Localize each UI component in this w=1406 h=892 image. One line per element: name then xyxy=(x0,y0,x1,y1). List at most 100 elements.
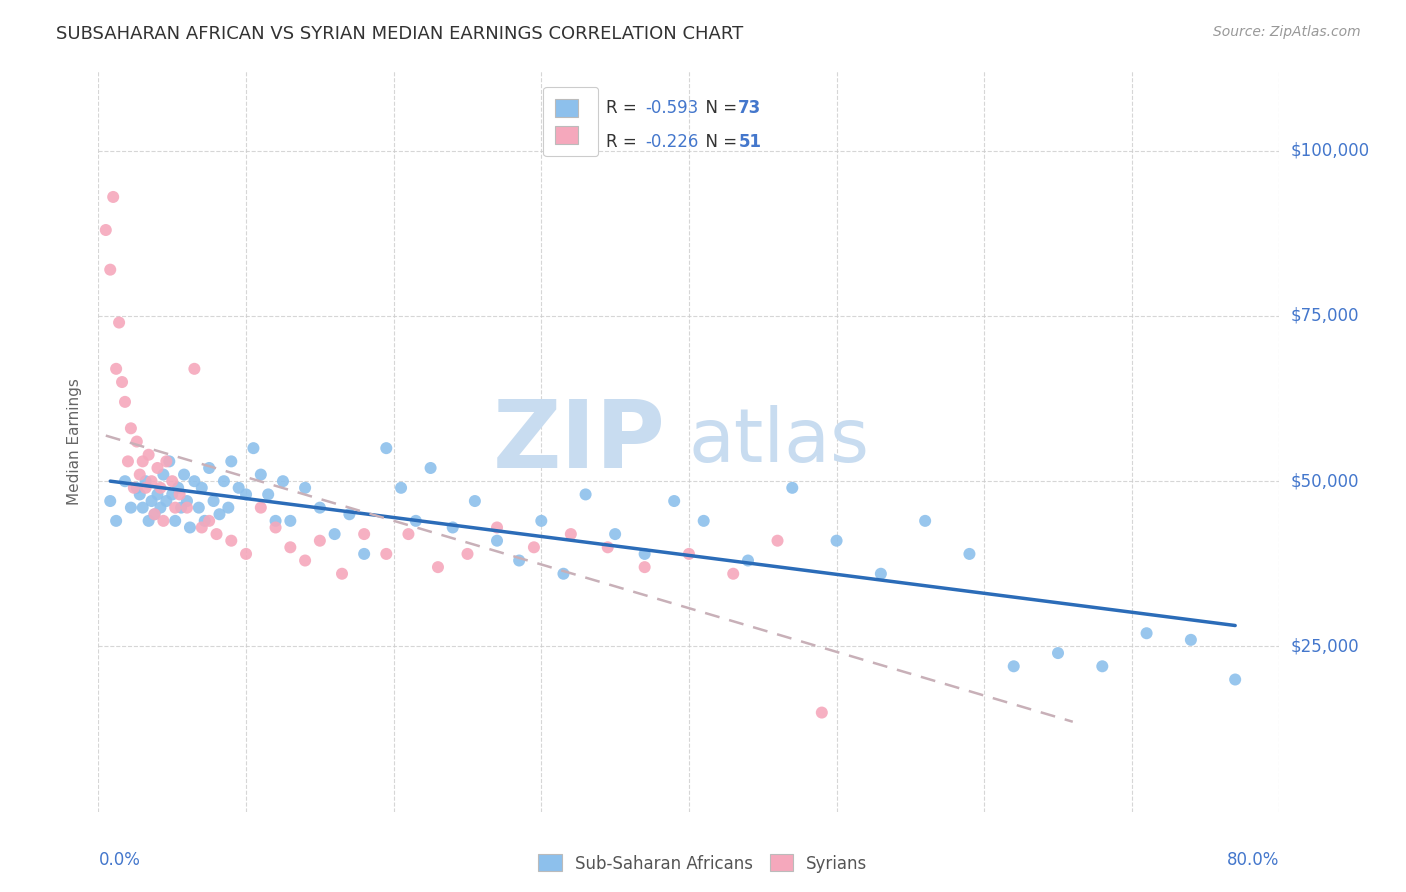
Point xyxy=(693,514,716,528)
Point xyxy=(202,494,225,508)
Point xyxy=(128,467,150,482)
Point xyxy=(187,500,209,515)
Point xyxy=(309,500,332,515)
Point xyxy=(575,487,598,501)
Point xyxy=(132,454,155,468)
Point xyxy=(152,467,174,482)
Point xyxy=(486,520,509,534)
Point xyxy=(405,514,427,528)
Point xyxy=(257,487,280,501)
Point xyxy=(141,494,163,508)
Point xyxy=(114,474,136,488)
Point xyxy=(678,547,700,561)
Point xyxy=(111,375,134,389)
Point xyxy=(122,481,145,495)
Point xyxy=(198,461,221,475)
Point xyxy=(146,487,169,501)
Point xyxy=(135,474,157,488)
Point xyxy=(165,514,187,528)
Text: $75,000: $75,000 xyxy=(1291,307,1360,325)
Text: 73: 73 xyxy=(738,99,762,117)
Point xyxy=(191,481,214,495)
Point xyxy=(125,434,148,449)
Point xyxy=(170,500,193,515)
Point xyxy=(1180,632,1202,647)
Point xyxy=(191,520,214,534)
Point xyxy=(353,547,375,561)
Point xyxy=(173,467,195,482)
Point xyxy=(375,441,398,455)
Point xyxy=(221,533,243,548)
Point xyxy=(1225,673,1247,687)
Text: -0.226: -0.226 xyxy=(645,133,699,151)
Point xyxy=(194,514,217,528)
Point xyxy=(264,520,287,534)
Point xyxy=(353,527,375,541)
Point xyxy=(1002,659,1025,673)
Point xyxy=(228,481,250,495)
Point xyxy=(441,520,464,534)
Point xyxy=(212,474,235,488)
Point xyxy=(132,500,155,515)
Point xyxy=(530,514,553,528)
Point xyxy=(169,487,191,501)
Point xyxy=(155,454,177,468)
Point xyxy=(1046,646,1070,660)
Point xyxy=(375,547,398,561)
Point xyxy=(176,500,198,515)
Legend: Sub-Saharan Africans, Syrians: Sub-Saharan Africans, Syrians xyxy=(531,847,875,880)
Point xyxy=(596,541,619,555)
Point xyxy=(280,541,302,555)
Point xyxy=(782,481,804,495)
Text: 80.0%: 80.0% xyxy=(1227,851,1279,869)
Point xyxy=(105,514,128,528)
Text: ZIP: ZIP xyxy=(492,395,665,488)
Point xyxy=(464,494,486,508)
Point xyxy=(280,514,302,528)
Point xyxy=(138,448,160,462)
Point xyxy=(105,361,128,376)
Point xyxy=(162,474,183,488)
Point xyxy=(737,553,759,567)
Point xyxy=(457,547,479,561)
Point xyxy=(98,262,121,277)
Text: $25,000: $25,000 xyxy=(1291,638,1360,656)
Point xyxy=(235,547,257,561)
Point xyxy=(398,527,420,541)
Point xyxy=(143,508,166,522)
Point xyxy=(486,533,509,548)
Point xyxy=(825,533,848,548)
Point xyxy=(176,494,198,508)
Point xyxy=(128,487,150,501)
Text: N =: N = xyxy=(695,99,742,117)
Point xyxy=(143,508,166,522)
Point xyxy=(1136,626,1159,640)
Point xyxy=(294,481,316,495)
Point xyxy=(149,500,172,515)
Point xyxy=(914,514,936,528)
Point xyxy=(389,481,412,495)
Point xyxy=(183,474,205,488)
Point xyxy=(523,541,546,555)
Text: R =: R = xyxy=(606,99,643,117)
Point xyxy=(339,508,361,522)
Point xyxy=(165,500,187,515)
Text: 0.0%: 0.0% xyxy=(98,851,141,869)
Point xyxy=(235,487,257,501)
Point xyxy=(135,481,157,495)
Point xyxy=(103,190,125,204)
Point xyxy=(162,487,183,501)
Point xyxy=(294,553,316,567)
Point xyxy=(155,494,177,508)
Text: R =: R = xyxy=(606,133,643,151)
Text: N =: N = xyxy=(695,133,742,151)
Point xyxy=(870,566,893,581)
Point xyxy=(605,527,627,541)
Point xyxy=(664,494,686,508)
Point xyxy=(330,566,353,581)
Point xyxy=(419,461,441,475)
Point xyxy=(98,494,121,508)
Point xyxy=(309,533,332,548)
Point xyxy=(149,481,172,495)
Text: atlas: atlas xyxy=(689,405,870,478)
